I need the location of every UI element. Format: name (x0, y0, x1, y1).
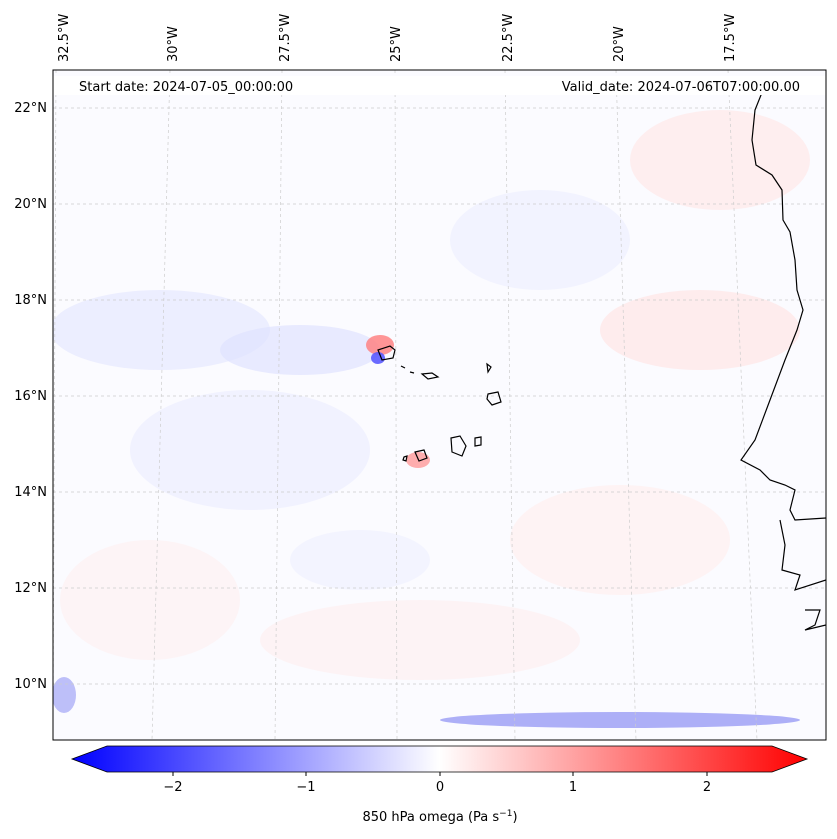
lat-tick-label: 22°N (14, 101, 47, 116)
cape-verde-islands (377, 345, 502, 462)
colorbar-body (70, 745, 809, 773)
colorbar: −2 −1 0 1 2 850 hPa omega (Pa s−1) (70, 745, 809, 825)
lon-tick-label: 25°W (389, 26, 404, 62)
latitude-labels: 22°N 20°N 18°N 16°N 14°N 12°N 10°N (14, 101, 47, 692)
lat-tick-label: 20°N (14, 197, 47, 212)
africa-coastline (740, 84, 826, 631)
colorbar-tick-label: 1 (569, 780, 577, 795)
colorbar-ticks (172, 772, 708, 776)
valid-date-label: Valid_date: 2024-07-06T07:00:00.00 (562, 80, 800, 95)
map-area (53, 70, 826, 740)
lon-tick-label: 20°W (612, 26, 627, 62)
colorbar-tick-label: −2 (163, 780, 182, 795)
longitude-labels: 32.5°W 30°W 27.5°W 25°W 22.5°W 20°W 17.5… (57, 14, 738, 62)
colorbar-tick-label: 0 (436, 780, 444, 795)
omega-field-shading (53, 110, 810, 728)
colorbar-tick-label: 2 (703, 780, 711, 795)
start-date-label: Start date: 2024-07-05_00:00:00 (79, 80, 293, 95)
info-banner (53, 76, 826, 95)
lat-tick-label: 10°N (14, 677, 47, 692)
lat-tick-label: 18°N (14, 293, 47, 308)
lon-tick-label: 17.5°W (723, 14, 738, 62)
colorbar-title: 850 hPa omega (Pa s−1) (362, 809, 517, 825)
lon-tick-label: 22.5°W (501, 14, 516, 62)
lat-tick-label: 16°N (14, 389, 47, 404)
map-frame (52, 69, 827, 741)
lon-tick-label: 32.5°W (57, 14, 72, 62)
colorbar-tick-label: −1 (296, 780, 315, 795)
graticule (53, 70, 826, 740)
lat-tick-label: 12°N (14, 581, 47, 596)
lat-tick-label: 14°N (14, 485, 47, 500)
lon-tick-label: 27.5°W (278, 14, 293, 62)
lon-tick-label: 30°W (166, 26, 181, 62)
